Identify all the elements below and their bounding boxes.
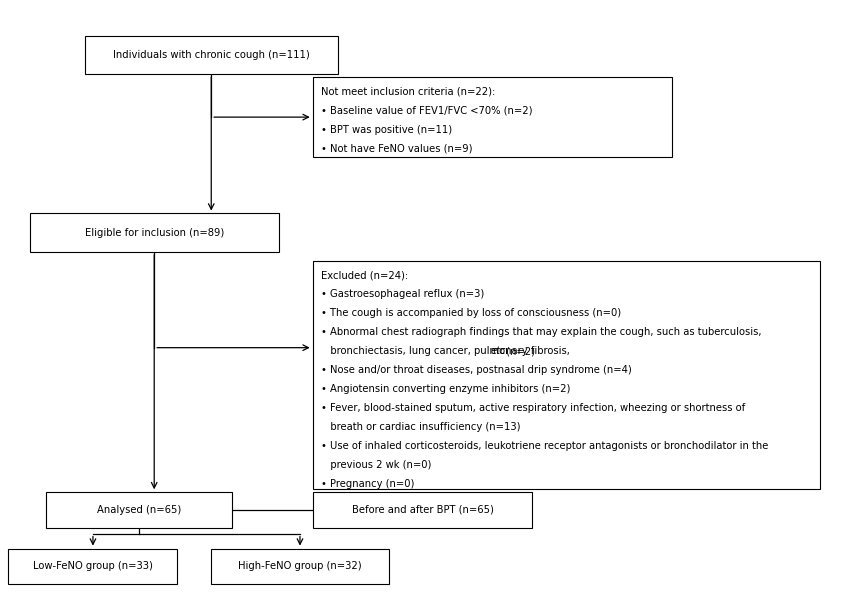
FancyBboxPatch shape xyxy=(211,549,388,584)
Text: Not meet inclusion criteria (n=22):: Not meet inclusion criteria (n=22): xyxy=(321,87,495,97)
Text: • Baseline value of FEV1/FVC <70% (n=2): • Baseline value of FEV1/FVC <70% (n=2) xyxy=(321,106,532,116)
Text: Eligible for inclusion (n=89): Eligible for inclusion (n=89) xyxy=(84,228,224,238)
Text: • Not have FeNO values (n=9): • Not have FeNO values (n=9) xyxy=(321,144,472,154)
FancyBboxPatch shape xyxy=(312,77,671,157)
Text: Individuals with chronic cough (n=111): Individuals with chronic cough (n=111) xyxy=(113,50,309,60)
Text: Excluded (n=24):: Excluded (n=24): xyxy=(321,270,408,280)
Text: etc.: etc. xyxy=(490,346,508,356)
Text: • Pregnancy (n=0): • Pregnancy (n=0) xyxy=(321,479,414,489)
Text: Before and after BPT (n=65): Before and after BPT (n=65) xyxy=(351,505,493,515)
Text: bronchiectasis, lung cancer, pulmonary fibrosis,: bronchiectasis, lung cancer, pulmonary f… xyxy=(321,346,572,356)
Text: Low-FeNO group (n=33): Low-FeNO group (n=33) xyxy=(33,562,153,571)
Text: • Abnormal chest radiograph findings that may explain the cough, such as tubercu: • Abnormal chest radiograph findings tha… xyxy=(321,327,760,337)
Text: • Nose and/or throat diseases, postnasal drip syndrome (n=4): • Nose and/or throat diseases, postnasal… xyxy=(321,365,631,375)
Text: • The cough is accompanied by loss of consciousness (n=0): • The cough is accompanied by loss of co… xyxy=(321,308,620,318)
FancyBboxPatch shape xyxy=(30,213,279,252)
FancyBboxPatch shape xyxy=(46,492,232,528)
Text: (n=2): (n=2) xyxy=(503,346,534,356)
Text: Analysed (n=65): Analysed (n=65) xyxy=(97,505,181,515)
Text: High-FeNO group (n=32): High-FeNO group (n=32) xyxy=(238,562,361,571)
Text: previous 2 wk (n=0): previous 2 wk (n=0) xyxy=(321,460,431,470)
Text: • Use of inhaled corticosteroids, leukotriene receptor antagonists or bronchodil: • Use of inhaled corticosteroids, leukot… xyxy=(321,441,767,451)
Text: • Gastroesophageal reflux (n=3): • Gastroesophageal reflux (n=3) xyxy=(321,289,484,299)
Text: breath or cardiac insufficiency (n=13): breath or cardiac insufficiency (n=13) xyxy=(321,422,520,432)
Text: • BPT was positive (n=11): • BPT was positive (n=11) xyxy=(321,125,452,135)
FancyBboxPatch shape xyxy=(8,549,177,584)
FancyBboxPatch shape xyxy=(312,261,819,489)
FancyBboxPatch shape xyxy=(312,492,532,528)
FancyBboxPatch shape xyxy=(84,36,338,74)
Text: • Angiotensin converting enzyme inhibitors (n=2): • Angiotensin converting enzyme inhibito… xyxy=(321,384,570,394)
Text: • Fever, blood-stained sputum, active respiratory infection, wheezing or shortne: • Fever, blood-stained sputum, active re… xyxy=(321,403,744,413)
